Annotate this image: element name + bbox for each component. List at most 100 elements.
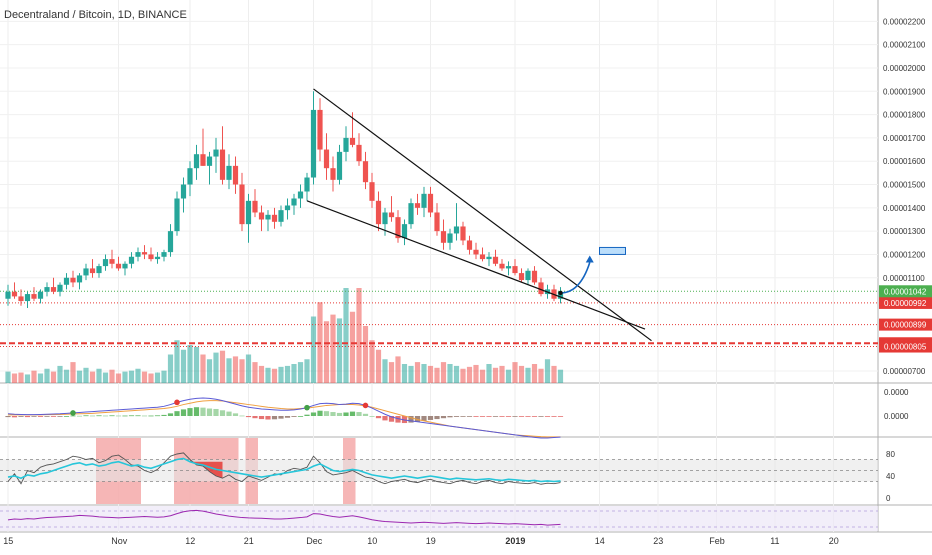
time-tick-label: 11 [770,536,779,546]
oscillator-histogram-bar [531,416,538,417]
candle-body [440,231,447,243]
candle-body [200,154,206,166]
candle-body [401,224,408,239]
oscillator-histogram-bar [408,416,414,423]
volume-bar [440,362,447,383]
oscillator-histogram-bar [466,416,473,417]
volume-bar [473,364,479,383]
time-tick-label: Feb [709,536,725,546]
volume-bar [63,369,70,383]
time-tick-label: Dec [306,536,323,546]
volume-bar [115,373,122,383]
oscillator-histogram-bar [109,415,115,417]
candle-body [70,277,76,283]
volume-bar [466,366,473,383]
price-tick-label: 0.00002000 [883,64,926,73]
volume-bar [245,354,252,383]
candle-body [161,252,167,257]
volume-bar [200,354,206,383]
oscillator-histogram-bar [148,415,154,417]
candle-body [265,214,271,220]
candle-body [349,137,356,145]
candle-body [518,273,525,281]
candle-body [102,259,109,267]
price-tick-label: 0.00001700 [883,134,926,143]
volume-bar [232,356,239,383]
oscillator-histogram-bar [297,416,304,417]
candle-body [297,191,304,199]
volume-bar [180,349,187,383]
volume-bar [206,359,213,383]
candle-body [453,226,460,234]
oscillator-histogram-bar [239,415,245,417]
candle-body [174,198,180,232]
oscillator-histogram-bar [18,416,24,417]
oscillator-histogram-bar [525,416,531,417]
oscillator-histogram-bar [518,416,525,417]
candle-body [479,254,486,260]
oscillator-histogram-bar [252,416,258,419]
volume-bar [356,288,362,383]
price-tick-label: 0.00001500 [883,181,926,190]
candle-body [414,203,421,208]
oscillator-tick-label: 0.0000 [884,412,909,421]
candle-body [460,226,466,241]
candle-body [141,252,148,255]
volume-bar [382,359,388,383]
projection-arrow [560,262,591,294]
candle-body [11,291,18,297]
candle-body [362,161,369,183]
oscillator-histogram-bar [122,415,128,417]
candle-body [57,284,63,292]
candle-body [245,200,252,225]
volume-bar [460,368,466,383]
volume-bar [161,370,167,383]
oscillator-histogram-bar [557,416,564,417]
oscillator-histogram-bar [83,415,89,417]
volume-bar [148,373,154,383]
volume-bar [388,362,395,383]
volume-bar [447,364,453,383]
candle-body [187,168,193,185]
price-tick-label: 0.00001800 [883,111,926,120]
oscillator-histogram-bar [473,416,479,417]
price-tick-label: 0.00001200 [883,250,926,259]
volume-bar [538,368,544,383]
volume-bar [421,364,427,383]
oscillator-histogram-bar [102,415,109,417]
candle-body [239,184,245,225]
volume-bar [278,366,284,383]
candle-body [395,217,401,239]
oscillator-histogram-bar [50,416,57,417]
price-tick-label: 0.00001600 [883,157,926,166]
volume-bar [499,365,505,383]
price-tick-label: 0.00002200 [883,17,926,26]
volume-bar [109,369,115,383]
oscillator-histogram-bar [180,409,187,416]
volume-bar [167,354,174,383]
candle-body [499,263,505,269]
time-tick-label: 12 [185,536,195,546]
volume-bar [24,374,31,383]
time-tick-label: 19 [426,536,436,546]
price-badge [879,296,932,309]
oscillator-histogram-bar [388,416,395,422]
candle-body [284,205,291,211]
target-box [599,246,626,255]
candle-body [115,263,122,269]
volume-bar [544,359,551,383]
volume-bar [310,316,317,383]
oscillator-histogram-bar [551,416,557,417]
oscillator-histogram-bar [245,416,252,418]
volume-bar [174,340,180,383]
price-badge [879,340,932,353]
oscillator-histogram-bar [284,416,291,418]
candle-body [219,149,226,180]
volume-bar [395,356,401,383]
oscillator-histogram-bar [375,416,382,419]
oscillator-histogram-bar [356,412,362,416]
candle-body [369,182,375,201]
candle-body [271,214,278,222]
volume-bar [479,369,486,383]
